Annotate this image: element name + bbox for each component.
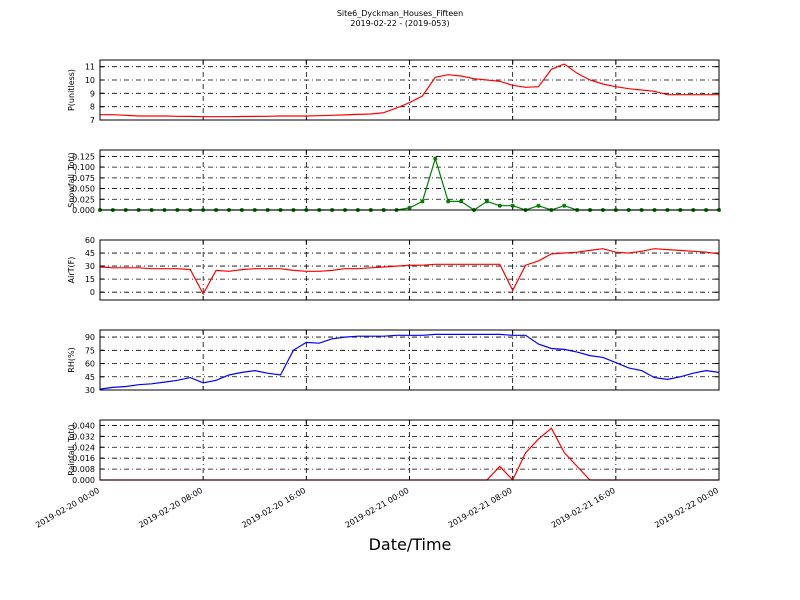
chart-subtitle: 2019-02-22 - (2019-053) [350,19,449,28]
y-tick-label: 15 [85,275,95,284]
y-tick-label: 0.100 [72,163,95,172]
y-tick-label: 0.000 [72,476,95,485]
y-tick-label: 0.000 [72,206,95,215]
y-axis-label: P(unitless) [67,69,76,111]
y-axis-label: RH(%) [67,347,76,372]
y-tick-label: 0.050 [72,185,95,194]
y-tick-label: 45 [85,249,95,258]
y-tick-label: 0.025 [72,195,95,204]
chart-title: Site6_Dyckman_Houses_Fifteen [337,9,463,18]
y-tick-label: 8 [90,103,95,112]
data-point [407,205,412,210]
y-tick-label: 11 [85,63,95,72]
data-line [99,333,720,390]
data-point [562,203,567,208]
y-tick-label: 0 [90,288,95,297]
plot-frame [99,239,720,301]
y-tick-label: 60 [85,236,95,245]
y-tick-label: 0.075 [72,174,95,183]
y-tick-label: 0.016 [72,454,95,463]
data-line [99,248,720,296]
data-point [420,199,425,204]
x-axis-label: Date/Time [369,535,452,554]
y-tick-label: 0.125 [72,152,95,161]
plot-frame [99,329,720,391]
data-point [497,203,502,208]
y-tick-label: 90 [85,333,95,342]
y-tick-label: 75 [85,346,95,355]
y-tick-label: 10 [85,76,95,85]
y-axis-label: Rainfall_Tot() [67,424,76,476]
y-tick-label: 0.008 [72,465,95,474]
data-point [459,199,464,204]
y-tick-label: 60 [85,360,95,369]
data-point [446,199,451,204]
plot-frame [99,59,720,121]
data-point [484,199,489,204]
y-tick-label: 0.024 [72,443,95,452]
data-point [536,203,541,208]
plot-frame [99,419,720,481]
y-tick-label: 30 [85,386,95,395]
y-axis-label: AirT(F) [67,257,76,284]
data-line [100,63,719,118]
data-point [510,203,515,208]
y-tick-label: 9 [90,89,95,98]
y-tick-label: 7 [90,116,95,125]
y-axis-label: Snowfall_Tot() [67,152,76,208]
y-tick-label: 30 [85,262,95,271]
y-tick-label: 0.032 [72,432,95,441]
y-tick-label: 45 [85,373,95,382]
y-tick-label: 0.040 [72,421,95,430]
plot-frame [99,149,720,211]
data-point [433,156,438,161]
